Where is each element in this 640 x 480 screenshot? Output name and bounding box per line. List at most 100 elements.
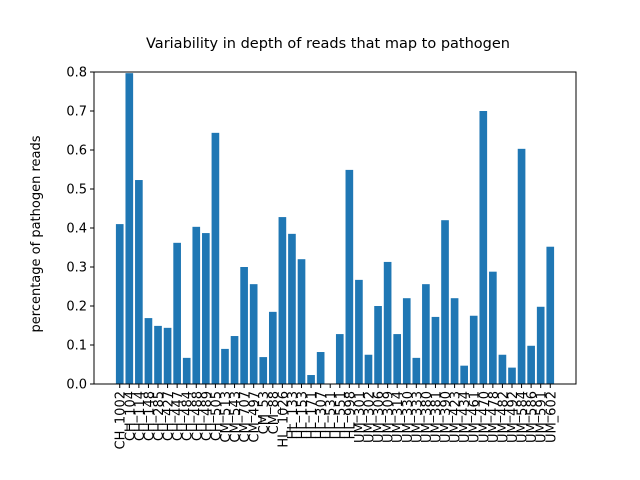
x-tick-label: HL_1026 bbox=[276, 391, 291, 448]
bar bbox=[498, 354, 507, 384]
x-tick-label: UM_314 bbox=[391, 391, 406, 443]
y-tick-label: 0.7 bbox=[66, 105, 87, 120]
bar bbox=[173, 242, 181, 384]
y-tick-label: 0.8 bbox=[66, 66, 87, 81]
x-tick-label: CM_497 bbox=[248, 391, 263, 443]
x-tick-label: UM_602 bbox=[544, 391, 559, 443]
bar bbox=[278, 217, 287, 384]
x-tick-label: UM_492 bbox=[506, 391, 521, 443]
bar bbox=[517, 148, 526, 384]
bar bbox=[268, 311, 277, 384]
y-tick-label: 0.6 bbox=[66, 144, 87, 159]
x-tick-label: UM_301 bbox=[353, 391, 368, 443]
x-tick-label: CH_484 bbox=[181, 391, 196, 441]
bar bbox=[546, 246, 555, 384]
x-tick-label: HL_153 bbox=[296, 391, 311, 439]
bar bbox=[489, 271, 497, 384]
x-tick-label: UM_584 bbox=[516, 391, 531, 443]
x-tick-label: CH_447 bbox=[171, 391, 186, 441]
bar bbox=[402, 298, 411, 384]
x-tick-label: UM_302 bbox=[362, 391, 377, 443]
bar bbox=[316, 352, 325, 384]
x-tick-label: CH_148 bbox=[142, 391, 157, 441]
y-tick-label: 0.1 bbox=[66, 339, 87, 354]
bar bbox=[192, 226, 201, 384]
bar bbox=[412, 357, 421, 384]
bar bbox=[441, 220, 449, 384]
x-tick-label: CM_88 bbox=[267, 391, 282, 434]
x-tick-label: CH_505 bbox=[209, 391, 224, 441]
bar bbox=[211, 132, 220, 384]
x-tick-label: UM_423 bbox=[449, 391, 464, 443]
x-tick-label: HL_133 bbox=[286, 391, 301, 439]
bar bbox=[345, 169, 354, 384]
bar bbox=[355, 279, 363, 384]
x-tick-label: UM_482 bbox=[496, 391, 511, 443]
bar bbox=[221, 348, 229, 384]
plot-frame bbox=[93, 71, 577, 385]
x-tick-label: CM_53 bbox=[257, 391, 272, 434]
bar bbox=[374, 306, 382, 384]
bar bbox=[125, 73, 134, 385]
bar bbox=[422, 284, 430, 384]
x-tick-label: CM_513 bbox=[219, 391, 234, 443]
x-tick-label: CM_707 bbox=[238, 391, 253, 443]
y-tick-label: 0.3 bbox=[66, 261, 87, 276]
x-tick-label: UM_586 bbox=[525, 391, 540, 443]
bar bbox=[288, 233, 296, 384]
y-tick-label: 0.4 bbox=[66, 222, 87, 237]
y-tick-label: 0.0 bbox=[66, 378, 87, 393]
y-tick-label: 0.2 bbox=[66, 300, 87, 315]
bar bbox=[383, 261, 392, 384]
y-tick-label: 0.5 bbox=[66, 183, 87, 198]
x-tick-label: UM_390 bbox=[439, 391, 454, 443]
bar bbox=[297, 259, 306, 384]
x-tick-label: HL_307 bbox=[315, 391, 330, 439]
bar bbox=[460, 365, 468, 384]
x-tick-label: CM_543 bbox=[229, 391, 244, 443]
x-tick-label: UM_333 bbox=[410, 391, 425, 443]
chart-title: Variability in depth of reads that map t… bbox=[146, 36, 510, 52]
x-tick-label: CH_489 bbox=[200, 391, 215, 441]
x-tick-label: UM_306 bbox=[372, 391, 387, 443]
bar bbox=[240, 267, 248, 384]
x-tick-label: UM_381 bbox=[429, 391, 444, 443]
x-tick-label: UM_380 bbox=[420, 391, 435, 443]
x-tick-label: HL_998 bbox=[343, 391, 358, 439]
x-tick-label: CH_488 bbox=[190, 391, 205, 441]
x-tick-label: UM_309 bbox=[382, 391, 397, 443]
bar bbox=[431, 316, 440, 384]
x-tick-label: UM_591 bbox=[535, 391, 550, 443]
x-tick-label: CH_114 bbox=[133, 391, 148, 441]
bar bbox=[115, 224, 124, 384]
bar bbox=[527, 345, 535, 384]
bar bbox=[230, 336, 239, 384]
x-tick-label: UM_478 bbox=[487, 391, 502, 443]
x-tick-label: UM_470 bbox=[477, 391, 492, 443]
x-tick-label: CH_104 bbox=[123, 391, 138, 441]
bar bbox=[393, 334, 402, 384]
y-axis-label: percentage of pathogen reads bbox=[29, 135, 44, 332]
bar bbox=[450, 298, 459, 384]
bar bbox=[508, 367, 516, 384]
x-tick-label: CH_285 bbox=[152, 391, 167, 441]
bar bbox=[307, 375, 315, 384]
x-tick-label: UM_434 bbox=[458, 391, 473, 443]
x-tick-label: HL_531 bbox=[324, 391, 339, 439]
bar bbox=[163, 327, 172, 384]
bar bbox=[249, 284, 258, 384]
bar bbox=[135, 180, 143, 384]
bar bbox=[154, 325, 162, 384]
bar bbox=[202, 233, 210, 384]
x-tick-label: CH_427 bbox=[162, 391, 177, 441]
bar bbox=[182, 357, 191, 384]
x-tick-label: CH_1002 bbox=[114, 391, 129, 449]
x-tick-label: HL_171 bbox=[305, 391, 320, 439]
bar bbox=[144, 318, 153, 384]
bar bbox=[479, 111, 488, 384]
x-tick-label: UM_461 bbox=[468, 391, 483, 443]
bar bbox=[536, 306, 545, 384]
bar bbox=[364, 354, 373, 384]
bar bbox=[335, 334, 344, 384]
